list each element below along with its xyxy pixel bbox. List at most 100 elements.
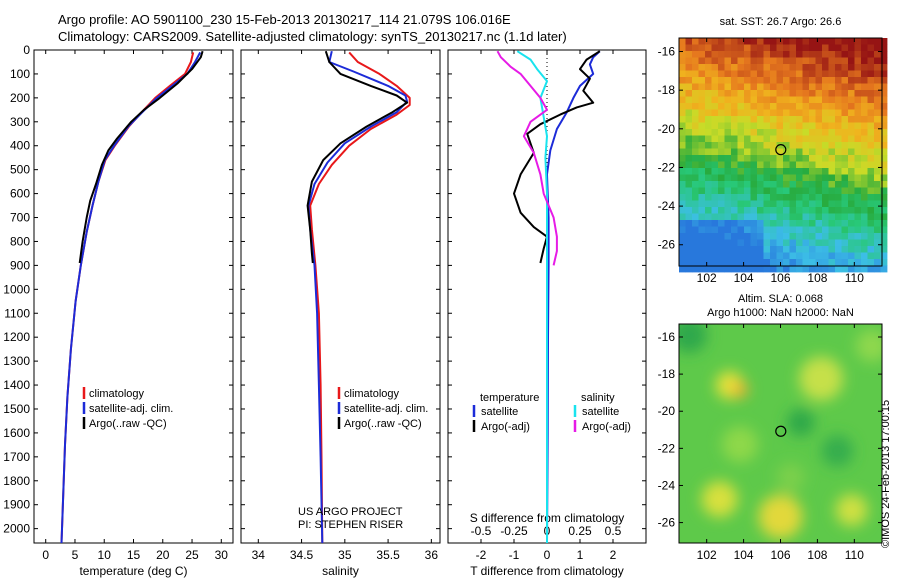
sst-cell (854, 122, 862, 130)
sst-cell (724, 226, 732, 234)
sst-cell (731, 181, 738, 188)
map-title: sat. SST: 26.7 Argo: 26.6 (720, 16, 842, 28)
sst-cell (770, 129, 777, 136)
sst-cell (750, 246, 758, 253)
sst-cell (724, 64, 732, 71)
sst-cell (848, 129, 855, 136)
sst-cell (711, 64, 719, 71)
sst-cell (809, 207, 816, 214)
sst-cell (750, 213, 758, 221)
sst-cell (783, 38, 790, 45)
sst-cell (724, 239, 732, 247)
sst-cell (737, 64, 745, 71)
sst-cell (763, 207, 771, 214)
sst-cell (679, 155, 686, 162)
sst-cell (724, 246, 732, 253)
sst-cell (724, 109, 732, 117)
sst-cell (679, 96, 686, 104)
sst-cell (750, 122, 758, 130)
sst-cell (861, 213, 868, 221)
sst-cell (698, 265, 706, 273)
sst-cell (783, 220, 790, 227)
sst-cell (828, 233, 836, 240)
sst-cell (698, 83, 706, 91)
sst-cell (861, 135, 868, 143)
sst-cell (841, 207, 849, 214)
sst-cell (711, 194, 719, 201)
x-tick-label: 106 (770, 271, 790, 285)
sst-cell (874, 194, 881, 201)
sst-cell (698, 38, 706, 45)
sst-cell (783, 142, 790, 149)
sst-cell (685, 168, 693, 175)
sst-cell (718, 44, 725, 52)
sst-cell (802, 213, 810, 221)
sst-cell (848, 44, 855, 52)
sst-cell (822, 181, 829, 188)
sst-cell (737, 122, 745, 130)
sst-cell (776, 161, 784, 169)
sst-cell (809, 226, 816, 234)
sst-cell (763, 116, 771, 123)
sst-cell (705, 187, 712, 195)
sst-cell (854, 161, 862, 169)
sst-cell (861, 77, 868, 84)
sst-cell (718, 83, 725, 91)
sst-cell (848, 135, 855, 143)
sst-cell (802, 77, 810, 84)
sst-cell (776, 83, 784, 91)
sst-cell (750, 252, 758, 260)
sst-cell (796, 83, 803, 91)
sst-cell (796, 122, 803, 130)
sst-cell (880, 135, 888, 143)
sst-cell (776, 142, 784, 149)
sst-cell (854, 252, 862, 260)
sst-cell (698, 233, 706, 240)
sst-cell (815, 246, 823, 253)
sst-cell (802, 57, 810, 65)
sst-cell (711, 155, 719, 162)
sst-cell (880, 103, 888, 110)
sst-cell (705, 90, 712, 97)
series-line-argo-raw-qc- (306, 50, 409, 264)
sst-cell (724, 38, 732, 45)
sst-cell (815, 142, 823, 149)
sst-cell (796, 168, 803, 175)
sst-cell (763, 64, 771, 71)
sst-cell (744, 233, 751, 240)
sst-cell (854, 38, 862, 45)
profile-panel-2: 34 34.5 35 35.5 36 salinity climatology satelli… (240, 49, 441, 578)
sst-cell (789, 161, 797, 169)
sst-cell (744, 142, 751, 149)
sst-cell (737, 44, 745, 52)
sst-cell (692, 96, 699, 104)
sst-cell (854, 207, 862, 214)
sst-cell (711, 233, 719, 240)
sst-cell (815, 44, 823, 52)
sst-cell (854, 233, 862, 240)
sst-cell (705, 181, 712, 188)
sst-cell (731, 38, 738, 45)
sst-cell (874, 161, 881, 169)
sst-cell (789, 226, 797, 234)
sst-cell (776, 207, 784, 214)
sst-cell (802, 142, 810, 149)
sst-cell (763, 194, 771, 201)
sst-cell (737, 181, 745, 188)
sst-cell (822, 142, 829, 149)
x-tick-label: 25 (185, 548, 199, 562)
sst-cell (848, 239, 855, 247)
sst-cell (698, 116, 706, 123)
sst-cell (711, 181, 719, 188)
sst-cell (815, 103, 823, 110)
sst-cell (809, 129, 816, 136)
sst-cell (763, 226, 771, 234)
sst-cell (828, 148, 836, 156)
sst-cell (835, 122, 842, 130)
sst-cell (705, 70, 712, 78)
sst-cell (796, 161, 803, 169)
sst-cell (763, 233, 771, 240)
sst-cell (809, 70, 816, 78)
sst-cell (757, 90, 764, 97)
sst-cell (724, 181, 732, 188)
